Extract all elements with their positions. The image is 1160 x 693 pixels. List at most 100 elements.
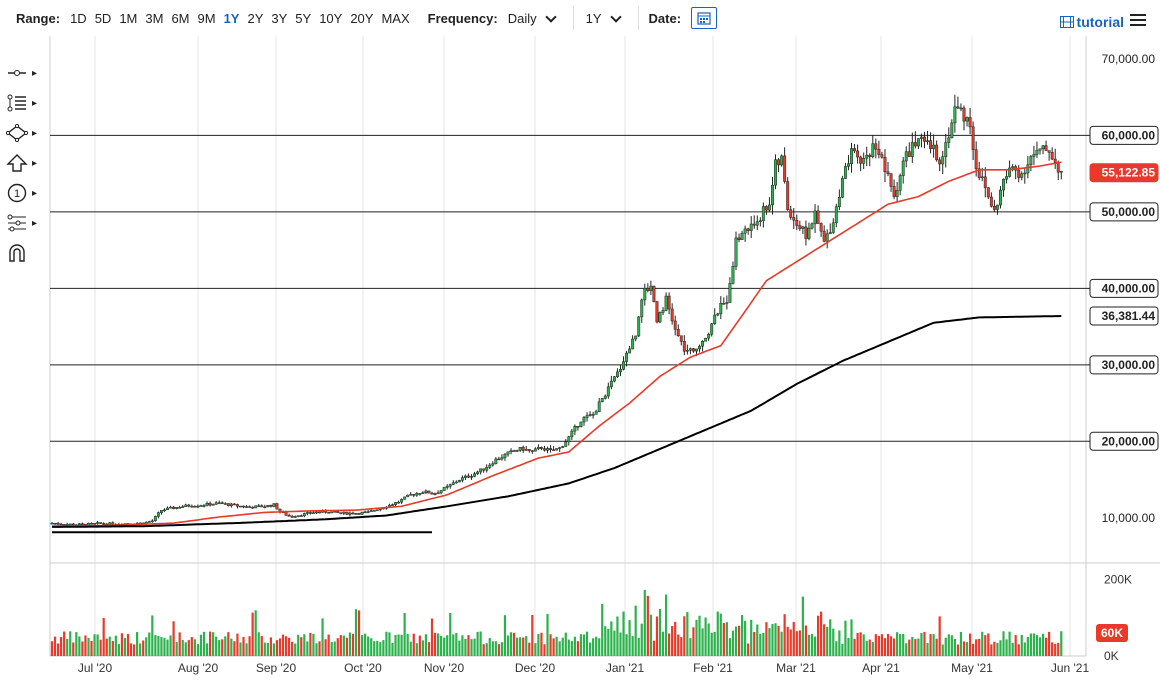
price-chart[interactable]: Jul '20 Aug '20 Sep '20 Oct '20 Nov '20 Dec '… (0, 36, 1160, 693)
chevron-right-icon: ▸ (32, 127, 38, 139)
candle-body (266, 504, 270, 508)
fib-tool[interactable]: ▸ (6, 208, 46, 238)
crosshair-tool[interactable]: ▸ (6, 58, 46, 88)
volume-bar (722, 622, 725, 656)
volume-bar (494, 641, 497, 656)
candle-body (232, 503, 236, 506)
candle-body (336, 511, 340, 513)
candle-body (451, 482, 455, 485)
candle-body (731, 266, 735, 284)
candle-body (983, 176, 987, 188)
text-tool[interactable]: ▸ (6, 88, 46, 118)
range-10y[interactable]: 10Y (319, 10, 343, 26)
candle-body (308, 512, 312, 514)
x-tick-label: Jun '21 (1051, 661, 1090, 675)
candle-body (190, 505, 194, 508)
volume-bar (902, 633, 905, 656)
range-6m[interactable]: 6M (171, 10, 190, 26)
range-3y[interactable]: 3Y (271, 10, 288, 26)
candle-body (260, 505, 264, 508)
volume-bar (202, 631, 206, 656)
volume-bar (859, 632, 862, 656)
arrow-tool[interactable]: ▸ (6, 148, 46, 178)
volume-bar (810, 634, 814, 656)
range-1y[interactable]: 1Y (223, 10, 240, 26)
volume-bar (631, 636, 634, 656)
candle-body (819, 223, 823, 232)
chevron-right-icon: ▸ (32, 157, 38, 169)
period-select[interactable]: 1Y (586, 11, 630, 26)
range-2y[interactable]: 2Y (247, 10, 264, 26)
range-5d[interactable]: 5D (94, 10, 112, 26)
candle-body (685, 350, 689, 352)
price-tick-label: 70,000.00 (1102, 52, 1156, 66)
volume-bar (704, 617, 707, 656)
volume-bar (953, 638, 956, 656)
range-9m[interactable]: 9M (197, 10, 216, 26)
candle-body (111, 522, 115, 525)
candle-body (424, 490, 428, 493)
volume-bar (512, 632, 516, 656)
candle-body (691, 348, 695, 352)
candle-body (448, 484, 452, 487)
candle-body (527, 449, 531, 451)
candle-body (205, 503, 209, 506)
volume-bar (649, 614, 652, 656)
candle-body (850, 148, 853, 164)
tutorial-link[interactable]: tutorial (1059, 14, 1124, 30)
range-1m[interactable]: 1M (119, 10, 138, 26)
candle-body (479, 468, 483, 473)
candle-body (588, 414, 592, 416)
volume-bar (509, 632, 513, 656)
range-3m[interactable]: 3M (145, 10, 164, 26)
frequency-select[interactable]: Daily (508, 11, 565, 26)
candle-body (1035, 149, 1039, 155)
candlestick-series (50, 94, 1063, 527)
shape-tool[interactable]: ▸ (6, 118, 46, 148)
toolbar: Range: 1D 5D 1M 3M 6M 9M 1Y 2Y 3Y 5Y 10Y 20Y MAX Fre… (0, 0, 1160, 36)
calendar-icon[interactable] (691, 7, 718, 29)
candle-body (521, 447, 525, 451)
candle-body (938, 159, 942, 165)
volume-bar (646, 595, 649, 656)
candle-body (673, 320, 677, 330)
candle-body (96, 522, 100, 524)
volume-bar (129, 643, 133, 656)
candle-body (102, 523, 106, 525)
volume-bar (102, 617, 105, 656)
candle-body (947, 137, 951, 143)
volume-bar (576, 641, 580, 656)
candle-body (315, 511, 318, 514)
line-tool-icon (8, 70, 26, 76)
x-tick-label: Apr '21 (862, 661, 900, 675)
range-1d[interactable]: 1D (70, 10, 87, 26)
sma200-value-label-box (1089, 306, 1159, 326)
candle-body (1032, 154, 1036, 157)
volume-bar (120, 633, 124, 656)
annotation-tool[interactable]: 1 ▸ (6, 178, 46, 208)
magnet-tool[interactable] (6, 238, 46, 268)
candle-body (625, 352, 629, 362)
range-max[interactable]: MAX (381, 10, 410, 26)
candle-body (786, 181, 790, 210)
svg-text:1: 1 (14, 188, 20, 200)
candle-body (248, 506, 252, 508)
candle-body (932, 144, 936, 149)
range-20y[interactable]: 20Y (350, 10, 374, 26)
volume-bar (333, 641, 336, 656)
divider (572, 6, 574, 30)
candle-body (412, 494, 416, 496)
candle-body (208, 503, 212, 506)
candle-body (831, 222, 835, 233)
volume-bar (546, 613, 549, 656)
volume-bar (917, 638, 920, 656)
range-5y[interactable]: 5Y (295, 10, 312, 26)
candle-body (688, 348, 692, 351)
hamburger-menu-icon[interactable] (1130, 14, 1146, 28)
volume-bar (920, 632, 923, 656)
candle-body (919, 136, 923, 139)
volume-bar (69, 631, 72, 656)
candle-body (564, 441, 568, 447)
volume-bar (400, 634, 403, 656)
candle-body (834, 206, 838, 224)
